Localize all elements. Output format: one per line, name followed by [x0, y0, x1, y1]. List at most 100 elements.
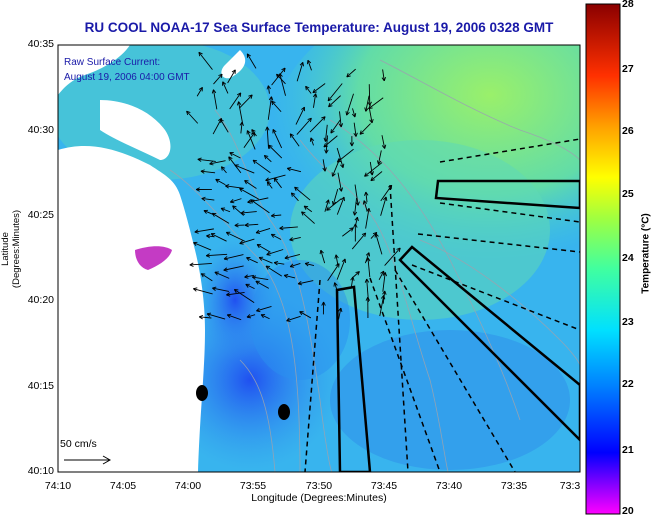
current-arrow [220, 166, 227, 174]
x-tick-label: 73:55 [239, 480, 267, 492]
current-arrow [289, 263, 301, 268]
y-tick-label: 40:10 [27, 465, 54, 477]
transect-overlays [304, 138, 580, 472]
current-arrow [304, 262, 315, 267]
current-arrow [243, 132, 256, 149]
x-axis-title: Longitude (Degrees:Minutes) [251, 492, 387, 504]
current-arrow [239, 238, 255, 245]
current-arrow [365, 207, 371, 229]
x-tick-label: 74:00 [174, 480, 202, 492]
map-title: RU COOL NOAA-17 Sea Surface Temperature:… [84, 20, 554, 35]
colorbar-tick: 23 [622, 316, 634, 328]
current-arrow [250, 199, 270, 214]
current-arrow [223, 254, 244, 261]
current-arrow [299, 311, 312, 319]
current-arrow [219, 118, 229, 133]
x-tick-label: 73:50 [305, 480, 333, 492]
marker-dot [278, 404, 290, 420]
current-arrow [350, 276, 355, 289]
current-arrow [379, 295, 386, 317]
current-arrow [255, 280, 270, 289]
colorbar-tick: 22 [622, 378, 634, 390]
land [58, 45, 246, 472]
current-arrow [349, 136, 355, 147]
colorbar-title: Temperature (°C) [640, 213, 651, 294]
current-arrow [265, 174, 286, 182]
current-arrow [283, 273, 296, 279]
current-arrow [353, 122, 358, 137]
current-arrow [266, 85, 271, 94]
current-arrow [244, 274, 255, 279]
current-arrow [334, 254, 339, 266]
current-arrow [234, 164, 255, 174]
current-arrow [319, 249, 326, 264]
current-arrow [352, 198, 358, 216]
y-tick-label: 40:30 [27, 124, 54, 136]
current-arrow [328, 95, 341, 108]
current-arrow [338, 307, 343, 320]
current-arrow [351, 232, 367, 250]
x-tick-label: 73:3 [559, 480, 581, 492]
current-arrow [352, 271, 360, 279]
y-tick-label: 40:20 [27, 294, 54, 306]
sst-field [58, 45, 580, 472]
current-arrow [205, 253, 228, 258]
current-arrow [312, 93, 318, 108]
current-arrow [223, 265, 244, 272]
current-arrow [324, 199, 330, 212]
current-arrow [326, 198, 342, 211]
current-arrow [245, 283, 255, 290]
current-arrow [265, 265, 283, 277]
current-arrow [368, 97, 384, 110]
current-arrow [251, 275, 269, 281]
current-arrow [366, 257, 371, 278]
current-arrow [272, 129, 283, 149]
current-arrow [200, 273, 213, 282]
current-arrow [380, 184, 393, 202]
current-arrow [289, 133, 300, 147]
current-arrow [239, 121, 244, 134]
colorbar-tick: 21 [622, 444, 634, 456]
current-arrow [197, 157, 216, 162]
current-arrow [236, 101, 244, 125]
current-arrow [220, 207, 231, 213]
y-axis-title: Latitude (Degrees:Minutes) [0, 209, 22, 289]
current-arrow [380, 196, 388, 216]
current-arrow [201, 196, 215, 202]
current-arrow [213, 73, 223, 85]
current-arrow [364, 95, 370, 112]
current-arrow [225, 184, 244, 189]
current-arrow [244, 222, 259, 228]
colorbar [585, 3, 621, 515]
current-arrow [214, 271, 230, 279]
current-arrow [279, 225, 298, 231]
current-arrow [222, 81, 229, 94]
current-arrow [229, 152, 241, 159]
current-arrow [246, 130, 256, 150]
current-arrow [287, 166, 302, 173]
current-arrow [234, 223, 245, 228]
current-arrow [273, 260, 285, 266]
current-arrow [229, 198, 242, 204]
current-arrow [260, 314, 270, 320]
colorbar-tick: 28 [622, 0, 634, 10]
current-arrow [271, 100, 282, 113]
current-arrow [226, 291, 245, 297]
current-arrow [322, 159, 327, 172]
scale-arrow-label: 50 cm/s [60, 438, 97, 450]
current-arrow [212, 286, 230, 292]
current-arrow [323, 135, 338, 148]
current-arrow [336, 196, 345, 215]
x-tick-label: 74:10 [44, 480, 72, 492]
x-tick-label: 73:45 [370, 480, 398, 492]
current-arrow [297, 280, 314, 286]
current-arrow [365, 296, 371, 318]
scale-arrow [64, 455, 112, 465]
current-arrow [247, 197, 269, 204]
current-arrow [330, 119, 341, 134]
current-arrow [199, 314, 212, 320]
current-arrow [362, 200, 368, 212]
current-arrow [327, 263, 340, 282]
current-arrow [369, 108, 374, 124]
